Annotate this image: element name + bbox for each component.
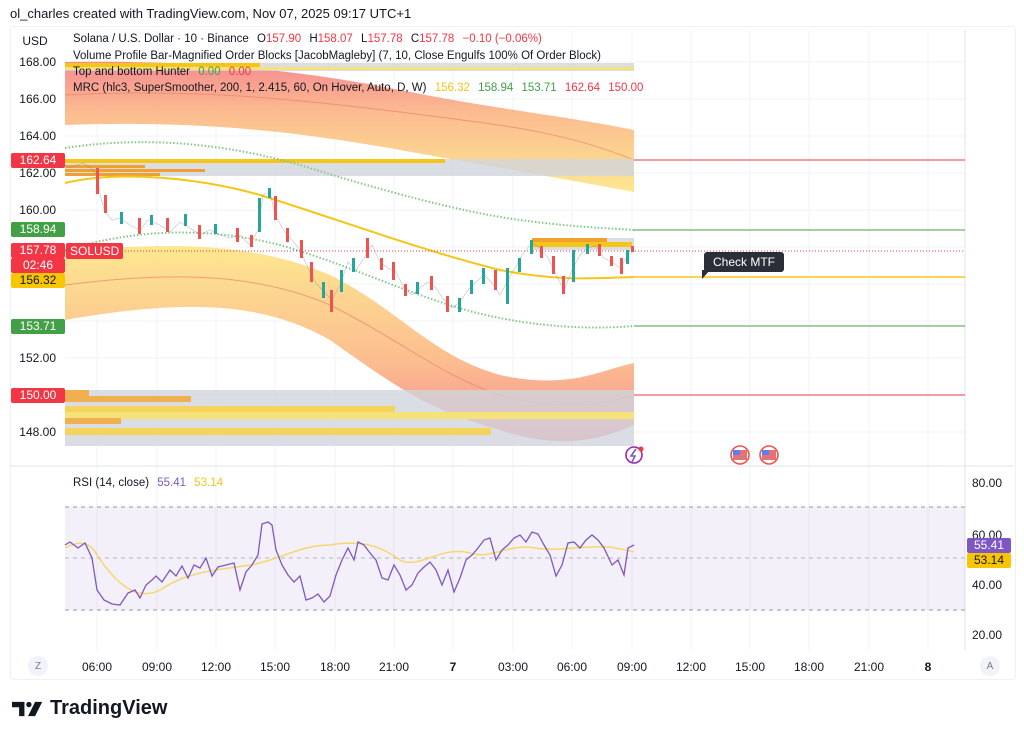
- time-tick: 21:00: [853, 660, 885, 674]
- mrc-lower-outer-tag: 150.00: [11, 388, 65, 403]
- rsi-ma-value: 53.14: [194, 477, 224, 489]
- brand-name: TradingView: [50, 697, 168, 719]
- rsi-title: RSI (14, close): [73, 477, 150, 489]
- time-tick: 15:00: [734, 660, 766, 674]
- indicator-value: 153.71: [521, 82, 557, 94]
- open-value: 157.90: [265, 33, 302, 45]
- zoom-reset-button[interactable]: Z: [28, 656, 48, 676]
- us-flag-event-icon[interactable]: [730, 445, 750, 465]
- indicator-value: 0.00: [228, 66, 252, 78]
- rsi-tick: 40.00: [971, 578, 1002, 592]
- mrc-upper-inner-tag: 158.94: [11, 222, 65, 237]
- indicator-value: 0.00: [198, 66, 221, 78]
- tradingview-brand[interactable]: TradingView: [12, 697, 167, 720]
- rsi-legend[interactable]: RSI (14, close) 55.41 53.14: [73, 477, 228, 489]
- price-tick: 152.00: [19, 351, 56, 365]
- candles: [96, 168, 634, 312]
- price-tick: 148.00: [19, 425, 56, 439]
- high-value: 158.07: [317, 33, 353, 45]
- chart-credit: ol_charles created with TradingView.com,…: [10, 6, 412, 21]
- indicator-value: 158.94: [478, 82, 514, 94]
- time-tick: 18:00: [793, 660, 825, 674]
- symbol-name: Solana / U.S. Dollar · 10 · Binance: [73, 33, 249, 45]
- bar-countdown-tag: 02:46: [11, 258, 65, 273]
- rsi-ma-value-tag: 53.14: [967, 553, 1011, 568]
- close-value: 157.78: [419, 33, 455, 45]
- time-tick: 06:00: [81, 660, 113, 674]
- mrc-lower-inner-tag: 153.71: [11, 319, 65, 334]
- time-tick: 12:00: [675, 660, 707, 674]
- change-value: −0.10 (−0.06%): [462, 33, 542, 45]
- us-flag-event-icon[interactable]: [759, 445, 779, 465]
- time-tick: 09:00: [141, 660, 173, 674]
- rsi-value-tag: 55.41: [967, 538, 1011, 553]
- indicator-name: MRC (hlc3, SuperSmoother, 200, 1, 2.415,…: [73, 82, 427, 94]
- indicator-legend-mrc[interactable]: MRC (hlc3, SuperSmoother, 200, 1, 2.415,…: [73, 82, 648, 94]
- low-label: L: [361, 33, 368, 45]
- rsi-value: 55.41: [157, 477, 187, 489]
- close-label: C: [410, 33, 420, 45]
- mrc-mean-tag: 156.32: [11, 273, 65, 288]
- indicator-value: 162.64: [564, 82, 601, 94]
- indicator-value: 150.00: [608, 82, 644, 94]
- tradingview-logo-icon: [12, 701, 43, 716]
- indicator-legend-top-bottom-hunter[interactable]: Top and bottom Hunter 0.00 0.00: [73, 66, 256, 78]
- time-tick: 18:00: [319, 660, 351, 674]
- indicator-name: Volume Profile Bar-Magnified Order Block…: [73, 50, 601, 62]
- time-tick: 12:00: [200, 660, 232, 674]
- price-tick: 162.00: [19, 166, 56, 180]
- symbol-badge: SOLUSD: [66, 243, 124, 259]
- rsi-tick: 20.00: [971, 628, 1002, 642]
- high-label: H: [309, 33, 318, 45]
- symbol-legend[interactable]: Solana / U.S. Dollar · 10 · Binance O157…: [73, 33, 547, 45]
- low-value: 157.78: [367, 33, 403, 45]
- time-tick-day: 7: [449, 660, 457, 674]
- price-tick: 164.00: [19, 129, 56, 143]
- mrc-upper-outer-tag: 162.64: [11, 153, 65, 168]
- indicator-legend-volume-profile[interactable]: Volume Profile Bar-Magnified Order Block…: [73, 50, 606, 62]
- ai-sparkle-icon[interactable]: [625, 446, 644, 464]
- open-label: O: [256, 33, 266, 45]
- time-tick: 15:00: [259, 660, 291, 674]
- check-mtf-callout[interactable]: Check MTF: [701, 252, 785, 279]
- currency-button[interactable]: USD: [22, 34, 48, 48]
- chart-frame: [10, 26, 1016, 680]
- price-tick: 166.00: [19, 92, 56, 106]
- indicator-name: Top and bottom Hunter: [73, 66, 190, 78]
- time-tick: 06:00: [556, 660, 588, 674]
- auto-scale-button[interactable]: A: [980, 656, 1000, 676]
- time-tick-day: 8: [924, 660, 932, 674]
- indicator-value: 156.32: [434, 82, 470, 94]
- time-tick: 09:00: [616, 660, 648, 674]
- last-price-tag: 157.78: [11, 243, 65, 258]
- price-tick: 160.00: [19, 203, 56, 217]
- rsi-tick: 80.00: [971, 476, 1002, 490]
- price-tick: 168.00: [19, 55, 56, 69]
- time-tick: 03:00: [497, 660, 529, 674]
- time-tick: 21:00: [378, 660, 410, 674]
